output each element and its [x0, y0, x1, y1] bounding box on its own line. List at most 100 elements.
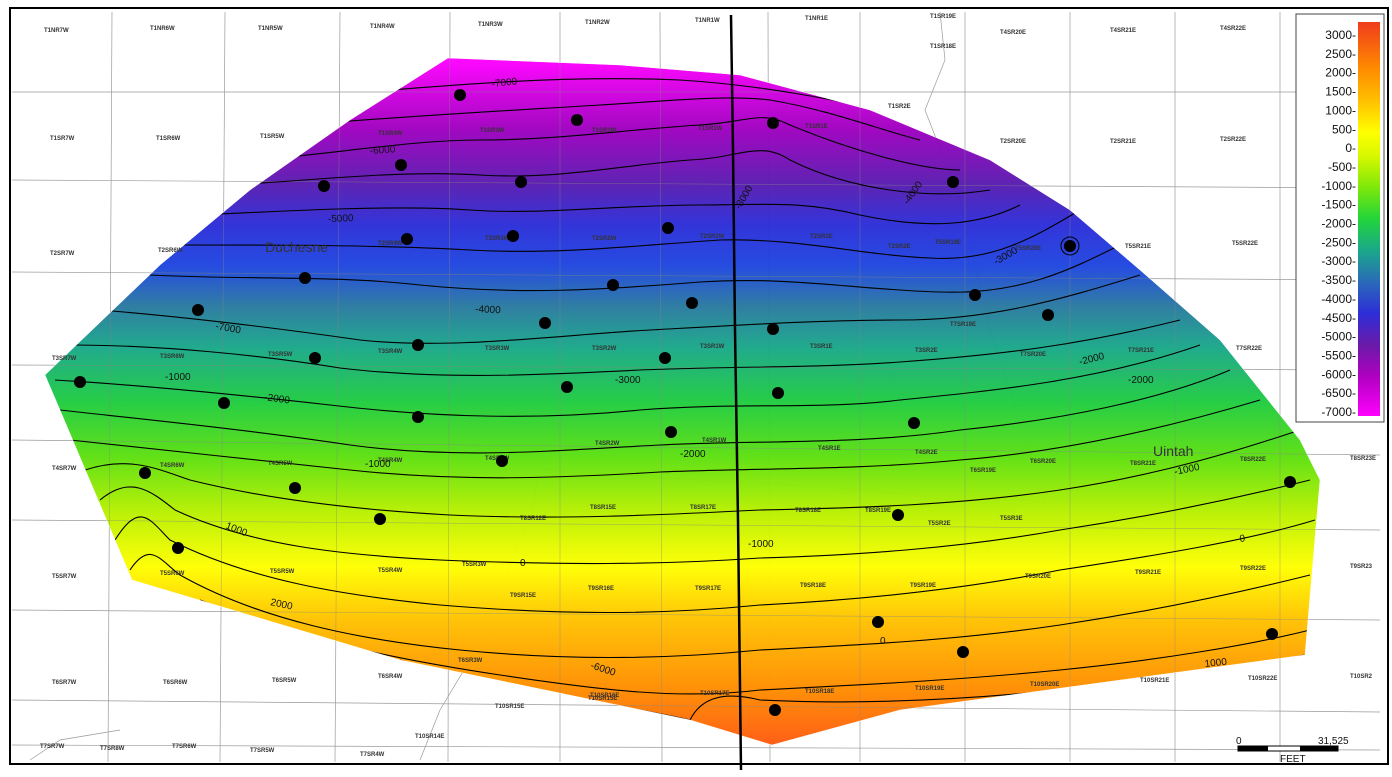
township-label: T2SR21E	[1110, 139, 1136, 145]
township-label: T1NR6W	[150, 26, 175, 32]
legend-tick-label: 0-	[1345, 141, 1356, 155]
township-label: T2SR1E	[810, 234, 833, 240]
contour-label: -5000	[328, 213, 354, 225]
township-label: T9SR21E	[1135, 570, 1161, 576]
well-point	[318, 180, 330, 192]
township-label: T8SR23E	[1350, 456, 1376, 462]
township-label: T5SR19E	[935, 240, 961, 246]
township-label: T10SR15E	[495, 704, 524, 710]
township-label: T10SR15E	[588, 696, 617, 702]
well-point	[192, 304, 204, 316]
township-label: T7SR19E	[950, 322, 976, 328]
township-label: T1SR2E	[888, 104, 911, 110]
well-point	[908, 417, 920, 429]
contour-label: -3000	[615, 375, 641, 386]
field-outline	[44, 57, 1321, 746]
township-label: T7SR7W	[40, 744, 65, 750]
well-point	[395, 159, 407, 171]
legend-tick-label: -4000-	[1321, 292, 1356, 306]
well-point	[507, 230, 519, 242]
township-label: T5SR21E	[1125, 244, 1151, 250]
township-label: T1SR5W	[260, 134, 285, 140]
township-label: T5SR3E	[1000, 516, 1023, 522]
well-point	[947, 176, 959, 188]
legend-tick-label: 3000-	[1325, 28, 1356, 42]
scale-end: 31,525	[1318, 736, 1349, 747]
legend-tick-label: -6000-	[1321, 367, 1356, 381]
contour-label: 1000	[1204, 657, 1228, 670]
well-point	[139, 467, 151, 479]
township-label: T4SR4W	[378, 458, 403, 464]
township-label: T1NR1E	[805, 16, 828, 22]
township-label: T6SR20E	[1030, 459, 1056, 465]
well-point	[1064, 240, 1076, 252]
township-label: T1SR3W	[480, 128, 505, 134]
township-label: T1SR1W	[698, 126, 723, 132]
well-point	[412, 411, 424, 423]
township-label: T2SR20E	[1000, 139, 1026, 145]
township-label: T1NR4W	[370, 24, 395, 30]
township-label: T9SR18E	[800, 583, 826, 589]
well-point	[309, 352, 321, 364]
contour-label: -2000	[680, 449, 706, 460]
township-label: T8SR21E	[1130, 461, 1156, 467]
legend-tick-label: 2500-	[1325, 47, 1356, 61]
well-point	[1266, 628, 1278, 640]
township-label: T10SR22E	[1248, 676, 1277, 682]
well-point	[539, 317, 551, 329]
township-label: T9SR22E	[1240, 566, 1266, 572]
township-label: T3SR1W	[700, 344, 725, 350]
township-label: T1SR6W	[156, 136, 181, 142]
well-point	[374, 513, 386, 525]
township-label: T2SR2E	[888, 244, 911, 250]
township-label: T5SR4W	[378, 568, 403, 574]
well-point	[1042, 309, 1054, 321]
well-points	[74, 89, 1296, 716]
legend-tick-label: 500-	[1332, 122, 1356, 136]
township-label: T1SR18E	[930, 44, 956, 50]
well-point	[74, 376, 86, 388]
township-label: T10SR16E	[590, 693, 619, 699]
legend-tick-label: -7000-	[1321, 405, 1356, 419]
township-label: T5SR22E	[1232, 241, 1258, 247]
township-label: T4SR2E	[915, 450, 938, 456]
township-label: T2SR7W	[50, 251, 75, 257]
township-label: T4SR6W	[160, 463, 185, 469]
township-label: T10SR20E	[1030, 682, 1059, 688]
well-point	[665, 426, 677, 438]
township-labels: T1NR7W T1NR6W T1NR5W T1NR4W T1NR3W T1NR2…	[40, 14, 1376, 758]
well-point	[515, 176, 527, 188]
township-label: T1NR3W	[478, 22, 503, 28]
township-label: T5SR2E	[928, 521, 951, 527]
township-label: T1NR7W	[44, 28, 69, 34]
well-point	[218, 397, 230, 409]
contour-label: -2000	[264, 392, 291, 407]
well-point	[289, 482, 301, 494]
township-label: T10SR19E	[915, 686, 944, 692]
legend-tick-label: -3000-	[1321, 254, 1356, 268]
legend-tick-label: 1500-	[1325, 85, 1356, 99]
legend-tick-label: -6500-	[1321, 386, 1356, 400]
township-label: T2SR4W	[378, 241, 403, 247]
township-label: T1NR2W	[585, 20, 610, 26]
township-label: T7SR22E	[1236, 346, 1262, 352]
township-label: T6SR7W	[52, 680, 77, 686]
well-point	[969, 289, 981, 301]
contour-label: 2000	[269, 597, 293, 612]
scale-units: FEET	[1280, 754, 1306, 765]
township-label: T9SR20E	[1025, 574, 1051, 580]
township-label: T8SR17E	[690, 505, 716, 511]
legend-tick-label: -500-	[1328, 160, 1356, 174]
well-point	[561, 381, 573, 393]
township-label: T4SR21E	[1110, 28, 1136, 34]
well-point	[767, 323, 779, 335]
township-label: T8SR15E	[590, 505, 616, 511]
township-label: T5SR20E	[1015, 246, 1041, 252]
township-label: T8SR18E	[795, 508, 821, 514]
township-label: T9SR17E	[695, 586, 721, 592]
township-label: T10SR17E	[700, 691, 729, 697]
township-label: T10SR21E	[1140, 678, 1169, 684]
well-point	[767, 117, 779, 129]
township-label: T10SR14E	[415, 734, 444, 740]
